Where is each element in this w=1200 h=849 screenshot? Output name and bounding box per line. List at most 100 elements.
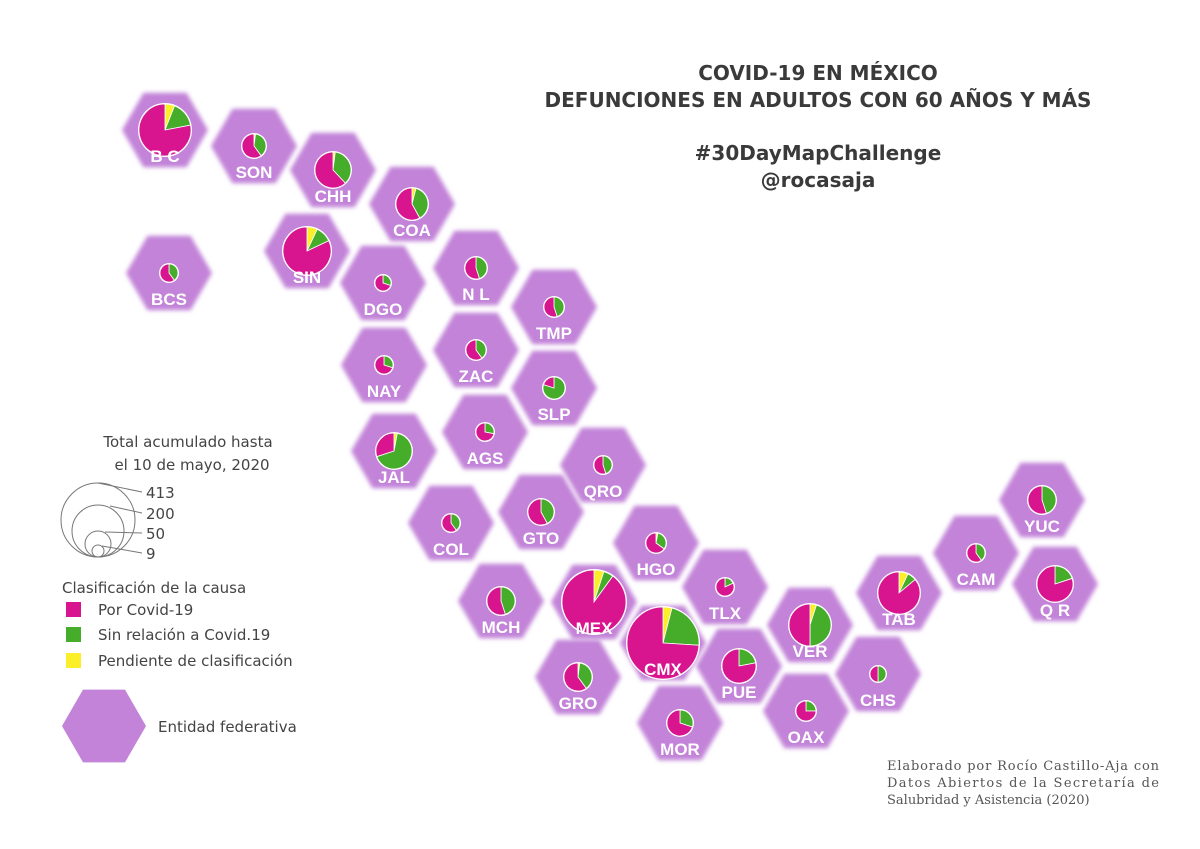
- pie-slice-no-covid: [679, 709, 694, 728]
- size-circle-50: [84, 530, 112, 558]
- state-tile-ags: AGS: [442, 394, 528, 470]
- class-legend: Clasificación de la causa Por Covid-19 S…: [62, 579, 297, 763]
- state-label: ZAC: [459, 367, 494, 386]
- pie-slice-no-covid: [332, 151, 352, 184]
- state-tile-jal: JAL: [351, 413, 437, 489]
- map-title-line1: COVID-19 EN MÉXICO: [698, 61, 938, 85]
- state-label: MOR: [660, 740, 700, 759]
- state-label: PUE: [722, 683, 757, 702]
- state-label: TAB: [882, 610, 916, 629]
- size-leader-50: [104, 531, 143, 534]
- state-label: SIN: [293, 268, 321, 287]
- state-tile-yuc: YUC: [999, 462, 1085, 538]
- state-tile-qro: QRO: [560, 427, 646, 503]
- state-label: OAX: [788, 728, 826, 747]
- state-label: QRO: [584, 482, 623, 501]
- state-tile-nay: NAY: [341, 327, 427, 403]
- pie-slice-covid: [374, 274, 392, 292]
- state-tile-bc: B C: [122, 92, 208, 168]
- state-label: CHH: [315, 187, 352, 206]
- state-tile-mch: MCH: [458, 563, 544, 639]
- pie-slice-covid: [795, 700, 817, 722]
- size-label-413: 413: [146, 484, 175, 502]
- size-circle-9: [91, 544, 105, 558]
- pie-slice-covid: [593, 455, 607, 475]
- author-handle: @rocasaja: [761, 168, 876, 192]
- state-tile-oax: OAX: [763, 673, 849, 749]
- state-tile-mor: MOR: [637, 685, 723, 761]
- legend-hexagon: [62, 689, 146, 763]
- pie-slice-covid: [1027, 485, 1047, 515]
- state-label: TLX: [709, 604, 742, 623]
- pie-slice-covid: [465, 339, 483, 361]
- pie-slice-covid: [138, 103, 192, 157]
- pie-slice-no-covid: [553, 296, 565, 318]
- pie-slice-no-covid: [168, 263, 179, 281]
- pie-slice-no-covid: [577, 662, 593, 689]
- pie-slice-covid: [721, 648, 757, 684]
- pie-slice-covid: [375, 432, 395, 458]
- state-tile-tlx: TLX: [682, 549, 768, 625]
- state-tile-tab: TAB: [856, 555, 942, 631]
- swatch-no-covid: [66, 627, 81, 642]
- pie-slice-no-covid: [662, 607, 700, 646]
- pie-slice-no-covid: [500, 586, 516, 615]
- pie-slice-covid: [543, 296, 558, 318]
- pie-slice-covid: [441, 513, 457, 533]
- state-label: BCS: [151, 290, 187, 309]
- pie-slice-covid: [788, 603, 811, 647]
- size-label-50: 50: [146, 525, 165, 543]
- pie-slice-covid: [475, 422, 495, 442]
- state-label: SLP: [537, 405, 570, 424]
- state-label: TMP: [536, 324, 572, 343]
- pie-slice-covid: [395, 187, 421, 221]
- state-label: COA: [393, 221, 431, 240]
- pie-slice-covid: [543, 376, 555, 389]
- pie-slice-covid: [282, 226, 332, 276]
- state-tile-coa: COA: [369, 166, 455, 242]
- credit-line-3: Salubridad y Asistencia (2020): [887, 793, 1090, 808]
- legend-label-hexagon: Entidad federativa: [158, 718, 297, 736]
- size-leader-413: [97, 482, 143, 493]
- state-label: COL: [433, 540, 469, 559]
- credit-line-2: Datos Abiertos de la Secretaría de: [887, 776, 1159, 791]
- state-label: JAL: [378, 468, 410, 487]
- swatch-covid: [66, 602, 81, 617]
- size-legend: Total acumulado hasta el 10 de mayo, 202…: [60, 433, 273, 563]
- pie-slice-covid: [527, 498, 548, 526]
- pie-slice-no-covid: [1041, 485, 1057, 514]
- state-label: N L: [462, 285, 489, 304]
- pie-slice-covid: [715, 577, 735, 597]
- pie-slice-covid: [877, 571, 921, 615]
- state-tiles: B C SON CHH COA BCS SIN DGO N L TMP NAY ZAC SLP JAL A…: [122, 92, 1098, 761]
- state-tile-mex: MEX: [551, 564, 637, 640]
- credit-line-1: Elaborado por Rocío Castillo-Aja con: [887, 759, 1160, 774]
- state-tile-chs: CHS: [835, 636, 921, 712]
- map-title-line2: DEFUNCIONES EN ADULTOS CON 60 AÑOS Y MÁS: [545, 88, 1092, 112]
- pie-slice-covid: [561, 569, 627, 635]
- state-tile-qr: Q R: [1012, 546, 1098, 622]
- pie-slice-covid: [869, 665, 879, 683]
- state-tile-nl: N L: [433, 230, 519, 306]
- pie-slice-covid: [966, 543, 982, 563]
- size-legend-title-line2: el 10 de mayo, 2020: [114, 456, 269, 474]
- pie-slice-no-covid: [877, 665, 887, 683]
- state-tile-ver: VER: [767, 587, 853, 663]
- state-tile-zac: ZAC: [433, 312, 519, 388]
- pie-slice-covid: [486, 586, 506, 616]
- state-tile-gro: GRO: [535, 639, 621, 715]
- pie-slice-covid: [1036, 565, 1074, 603]
- state-tile-cmx: CMX: [620, 605, 706, 681]
- state-label: Q R: [1040, 601, 1070, 620]
- pie-slice-no-covid: [975, 543, 986, 561]
- state-tile-gto: GTO: [498, 474, 584, 550]
- state-label: MEX: [576, 619, 614, 638]
- pie-slice-covid: [563, 662, 587, 692]
- state-tile-tmp: TMP: [511, 269, 597, 345]
- size-leader-9: [101, 545, 143, 554]
- state-label: CHS: [860, 691, 896, 710]
- state-tile-pue: PUE: [696, 628, 782, 704]
- state-label: B C: [150, 147, 179, 166]
- hashtag: #30DayMapChallenge: [695, 141, 942, 165]
- state-tile-hgo: HGO: [613, 505, 699, 581]
